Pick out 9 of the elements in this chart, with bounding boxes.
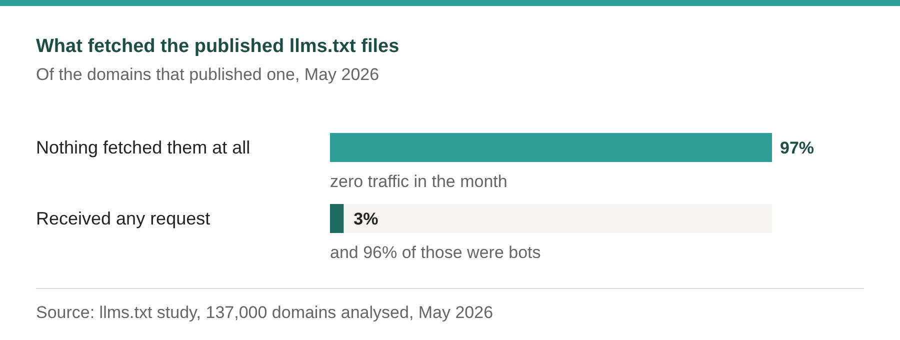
y-tick-label: Nothing fetched them at all <box>36 138 250 158</box>
chart-subtitle: Of the domains that published one, May 2026 <box>36 65 380 84</box>
data-label: 97% <box>780 138 814 158</box>
y-tick-label: Received any request <box>36 208 210 228</box>
annotation: and 96% of those were bots <box>330 243 541 262</box>
data-label: 3% <box>354 210 378 228</box>
source-note: Source: llms.txt study, 137,000 domains analysed, May 2026 <box>36 303 494 322</box>
annotation: zero traffic in the month <box>330 172 508 191</box>
chart-title: What fetched the published llms.txt files <box>36 36 400 57</box>
